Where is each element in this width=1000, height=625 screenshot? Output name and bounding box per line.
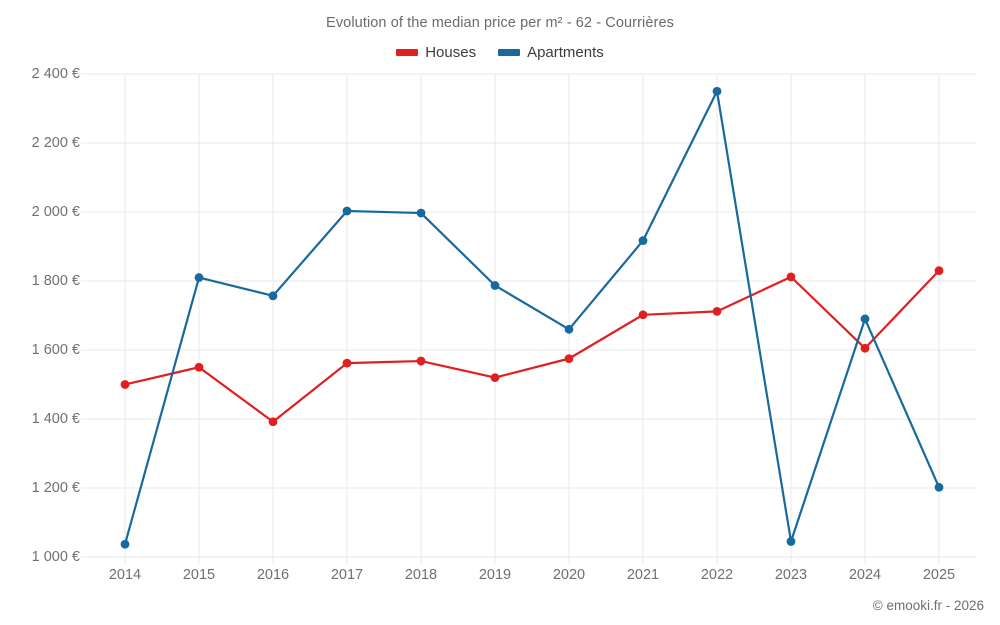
data-point-apartments[interactable]	[342, 206, 352, 216]
x-axis-tick-label: 2018	[404, 567, 438, 583]
y-axis-tick-label: 1 800 €	[31, 273, 80, 289]
data-point-houses[interactable]	[860, 343, 870, 353]
x-axis-tick-label: 2020	[552, 567, 586, 583]
data-point-apartments[interactable]	[860, 314, 870, 324]
x-axis-tick-label: 2014	[108, 567, 142, 583]
data-point-apartments[interactable]	[638, 236, 648, 246]
legend-item-apartments[interactable]: Apartments	[498, 44, 604, 61]
legend-item-houses[interactable]: Houses	[396, 44, 476, 61]
series-line-apartments	[123, 90, 941, 546]
data-point-apartments[interactable]	[268, 291, 278, 301]
data-point-houses[interactable]	[342, 358, 352, 368]
y-axis-tick-label: 1 400 €	[31, 411, 80, 427]
copyright-credit: © emooki.fr - 2026	[872, 598, 984, 613]
data-point-houses[interactable]	[268, 417, 278, 427]
data-point-houses[interactable]	[194, 362, 204, 372]
data-point-houses[interactable]	[120, 380, 130, 389]
y-axis-tick-label: 2 200 €	[31, 135, 80, 151]
y-axis-tick-labels: 1 000 € 1 200 € 1 400 € 1 600 € 1 800 € 2 000…	[0, 0, 80, 625]
x-axis-tick-label: 2022	[700, 567, 734, 583]
x-axis-tick-label: 2024	[848, 567, 882, 583]
y-axis-tick-label: 1 000 €	[31, 549, 80, 565]
data-point-houses[interactable]	[934, 266, 944, 276]
data-point-apartments[interactable]	[194, 273, 204, 282]
legend-swatch-apartments	[498, 49, 521, 56]
y-axis-tick-label: 1 200 €	[31, 480, 80, 496]
legend-label-houses: Houses	[425, 44, 477, 61]
x-axis-tick-label: 2017	[330, 567, 364, 583]
data-point-houses[interactable]	[638, 310, 648, 320]
data-point-houses[interactable]	[490, 373, 500, 382]
data-point-apartments[interactable]	[786, 537, 796, 546]
y-axis-tick-label: 2 400 €	[31, 66, 80, 82]
data-point-apartments[interactable]	[416, 208, 426, 218]
data-point-houses[interactable]	[416, 356, 426, 366]
chart-title: Evolution of the median price per m² - 6…	[326, 15, 674, 31]
y-axis-tick-label: 2 000 €	[31, 204, 80, 220]
data-point-apartments[interactable]	[564, 324, 574, 334]
data-point-apartments[interactable]	[934, 482, 944, 492]
x-axis-tick-label: 2021	[626, 567, 660, 583]
data-point-houses[interactable]	[786, 272, 796, 282]
x-axis-tick-label: 2019	[478, 567, 512, 583]
data-point-houses[interactable]	[564, 354, 574, 364]
series-line-houses	[123, 269, 941, 423]
x-axis-tick-label: 2025	[922, 567, 956, 583]
x-axis-tick-label: 2023	[774, 567, 808, 583]
y-axis-tick-label: 1 600 €	[31, 342, 80, 358]
x-axis-tick-label: 2015	[182, 567, 216, 583]
data-point-houses[interactable]	[712, 306, 722, 316]
data-point-apartments[interactable]	[712, 86, 722, 96]
data-point-apartments[interactable]	[490, 281, 500, 290]
data-point-apartments[interactable]	[120, 539, 130, 549]
legend-label-apartments: Apartments	[527, 44, 604, 61]
x-axis-tick-label: 2016	[256, 567, 290, 583]
legend-swatch-houses	[396, 49, 419, 56]
chart-legend: Houses Apartments	[0, 44, 1000, 61]
